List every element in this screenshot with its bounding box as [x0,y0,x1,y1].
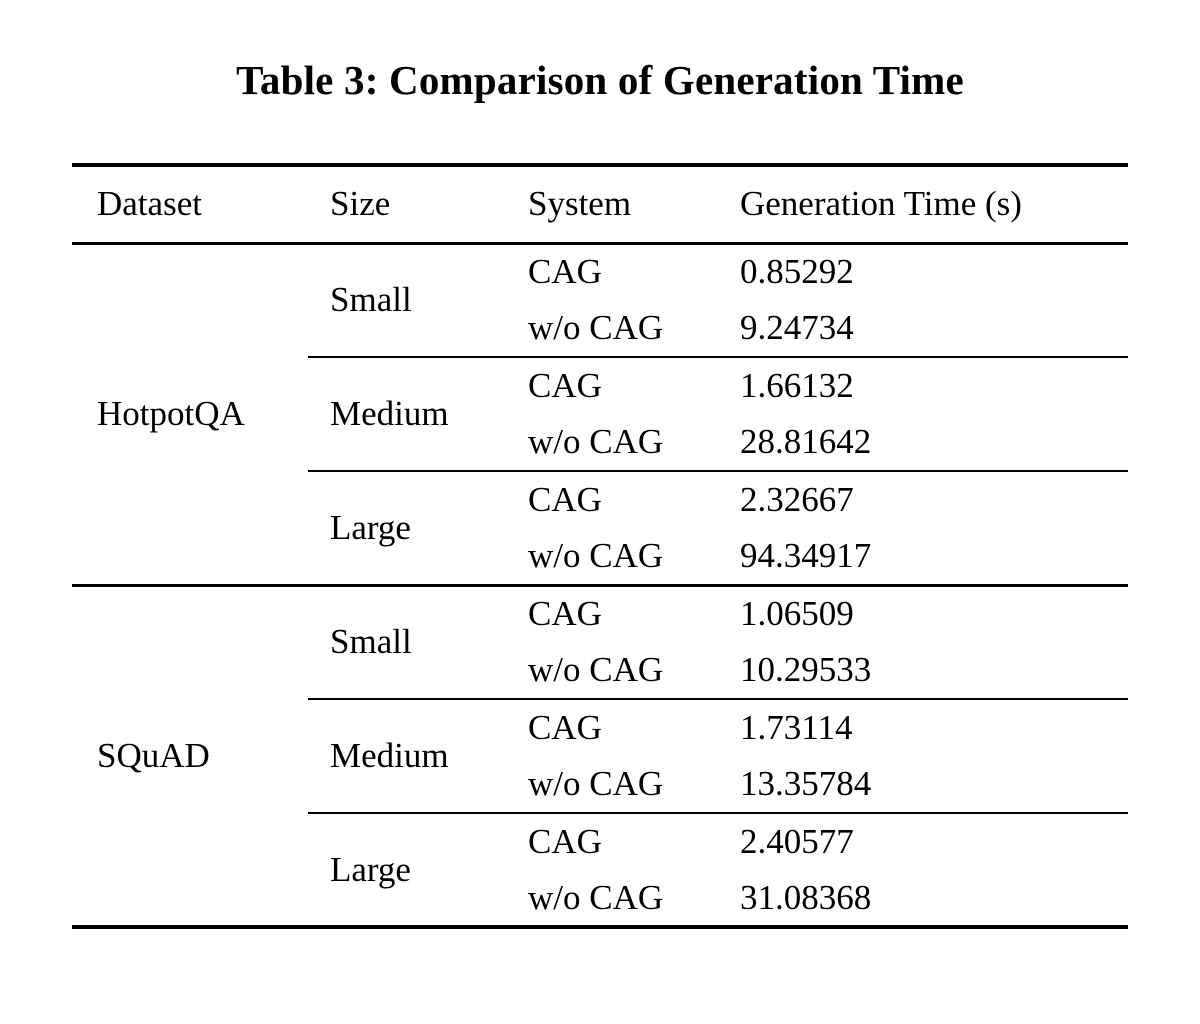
system-cell: w/o CAG [528,650,664,689]
size-cell: Large [308,470,500,585]
col-header-time: Generation Time (s) [740,165,1128,245]
table-row: Medium CAG 1.73114 [72,698,1128,813]
time-cell: 0.85292 [740,252,854,292]
col-header-system: System [500,165,740,245]
time-cell: 1.66132 [740,356,1128,414]
table-row: w/o CAG 28.81642 [72,414,1128,471]
table-row: w/o CAG 10.29533 [72,642,1128,699]
col-header-size: Size [308,165,500,245]
table-row: w/o CAG 94.34917 [72,528,1128,585]
system-cell: CAG [528,252,602,292]
system-cell: w/o CAG [528,535,664,575]
time-cell: 13.35784 [740,764,872,803]
system-cell: w/o CAG [528,308,664,347]
dataset-cell: HotpotQA [97,394,245,433]
size-cell: Small [330,280,412,320]
table-row: w/o CAG 13.35784 [72,756,1128,813]
table-caption: Table 3: Comparison of Generation Time [236,57,964,103]
time-cell: 31.08368 [740,877,872,917]
time-cell: 1.06509 [740,583,1128,642]
dataset-cell: SQuAD [72,583,308,927]
system-cell: w/o CAG [528,877,664,917]
system-cell: w/o CAG [528,764,664,803]
time-cell: 10.29533 [740,650,872,689]
system-cell: CAG [500,356,740,414]
generation-time-table: Dataset Size System Generation Time (s) … [72,163,1128,929]
header-row: Dataset Size System Generation Time (s) [72,165,1128,245]
system-cell: w/o CAG [528,422,664,461]
size-cell: Large [308,812,500,927]
table-row: Large CAG 2.32667 [72,470,1128,585]
table-row: HotpotQA Small CAG 0.85292 [72,243,1128,433]
table-row: Medium CAG 1.66132 [72,356,1128,471]
table-row: w/o CAG 9.24734 [72,300,1128,357]
time-cell: 9.24734 [740,308,854,347]
time-cell: 94.34917 [740,535,872,575]
table-row: w/o CAG 31.08368 [72,870,1128,927]
time-cell: 2.32667 [740,470,1128,528]
size-cell: Small [308,583,500,699]
table-row: SQuAD Small CAG 1.06509 [72,583,1128,927]
time-cell: 28.81642 [740,422,872,461]
time-cell: 1.73114 [740,698,1128,756]
size-cell: Medium [308,356,500,471]
system-cell: CAG [500,698,740,756]
system-cell: CAG [500,812,740,870]
size-cell: Medium [308,698,500,813]
time-cell: 2.40577 [740,812,1128,870]
system-cell: CAG [500,470,740,528]
system-cell: CAG [500,583,740,642]
table-row: Large CAG 2.40577 [72,812,1128,927]
col-header-dataset: Dataset [72,165,308,245]
